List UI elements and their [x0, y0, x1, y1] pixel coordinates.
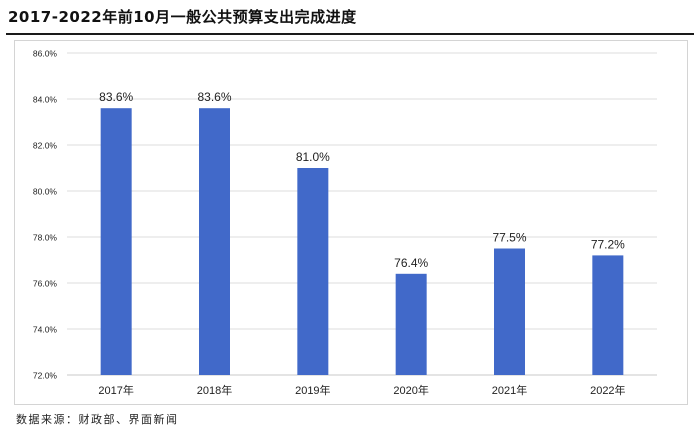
bar-chart: 72.0% 74.0% 76.0% 78.0% 80.0% 82.0% 84.0% 86.0%…	[33, 49, 657, 397]
x-tick-label: 2017年	[98, 383, 133, 397]
y-tick-label: 80.0%	[33, 187, 58, 197]
bar	[199, 108, 230, 375]
bar	[494, 248, 525, 375]
y-tick-label: 86.0%	[33, 49, 58, 59]
y-tick-label: 72.0%	[33, 371, 58, 381]
data-label: 83.6%	[197, 90, 231, 104]
source-note: 数据来源：财政部、界面新闻	[16, 413, 179, 426]
y-tick-label: 82.0%	[33, 141, 58, 151]
title-divider	[6, 33, 694, 35]
data-label: 77.5%	[492, 231, 526, 245]
y-tick-label: 78.0%	[33, 233, 58, 243]
y-tick-label: 74.0%	[33, 325, 58, 335]
chart-area: 72.0% 74.0% 76.0% 78.0% 80.0% 82.0% 84.0% 86.0%…	[14, 40, 688, 405]
bar	[592, 255, 624, 375]
chart-title: 2017-2022年前10月一般公共预算支出完成进度	[8, 8, 357, 26]
x-tick-label: 2022年	[590, 383, 625, 397]
y-tick-label: 84.0%	[33, 95, 58, 105]
y-tick-label: 76.0%	[33, 279, 58, 289]
data-label: 76.4%	[394, 256, 428, 270]
bar	[395, 273, 427, 375]
x-tick-label: 2020年	[393, 383, 428, 397]
data-label: 81.0%	[296, 150, 330, 164]
data-label: 77.2%	[591, 237, 625, 251]
bar	[100, 108, 132, 375]
x-tick-label: 2019年	[295, 383, 330, 397]
x-tick-label: 2018年	[197, 383, 232, 397]
bar	[297, 168, 329, 375]
data-label: 83.6%	[99, 90, 133, 104]
x-tick-label: 2021年	[492, 383, 527, 397]
